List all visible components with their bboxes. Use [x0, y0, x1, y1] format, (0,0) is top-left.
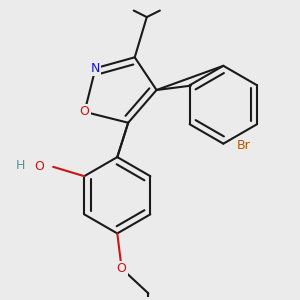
Text: H: H [15, 159, 25, 172]
Text: Br: Br [236, 140, 250, 152]
Text: N: N [91, 62, 100, 75]
Text: O: O [117, 262, 127, 275]
Text: O: O [34, 160, 44, 173]
Text: O: O [80, 105, 89, 118]
